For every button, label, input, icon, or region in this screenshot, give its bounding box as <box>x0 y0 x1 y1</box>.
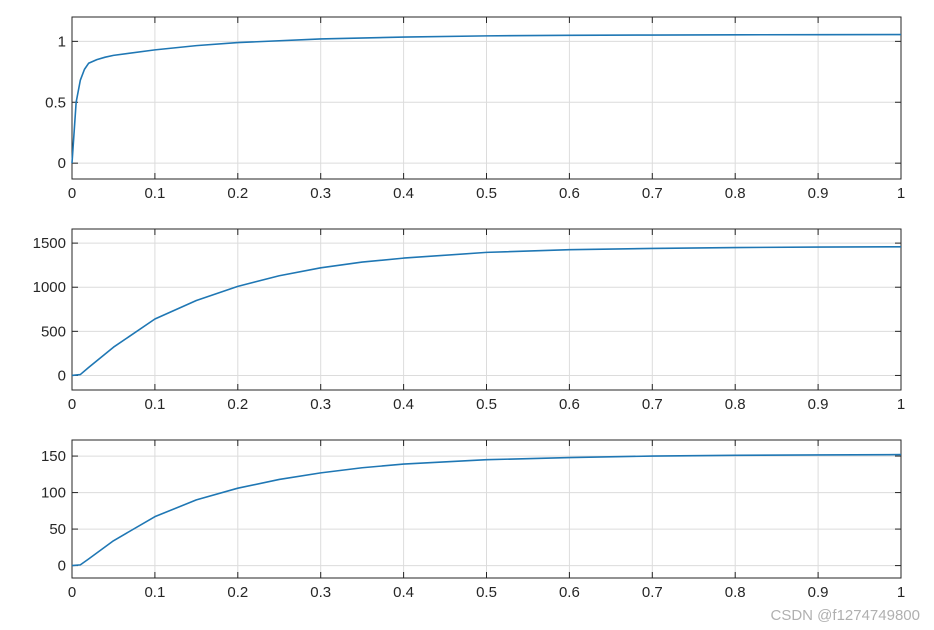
x-tick-label: 0.2 <box>227 396 248 413</box>
y-tick-label: 150 <box>41 448 66 465</box>
x-tick-label: 0.8 <box>725 584 746 601</box>
y-tick-label: 1 <box>58 33 66 50</box>
x-tick-label: 0.5 <box>476 396 497 413</box>
x-tick-label: 0.2 <box>227 584 248 601</box>
x-tick-label: 1 <box>897 396 905 413</box>
x-tick-label: 0.5 <box>476 185 497 202</box>
x-tick-label: 0.1 <box>144 185 165 202</box>
series-line <box>71 246 902 377</box>
y-tick-label: 100 <box>41 485 66 502</box>
x-tick-label: 0 <box>68 185 76 202</box>
x-tick-label: 0.3 <box>310 584 331 601</box>
x-tick-label: 0.9 <box>808 584 829 601</box>
x-tick-label: 0.8 <box>725 185 746 202</box>
x-tick-label: 0.7 <box>642 185 663 202</box>
subplot-3: 0 0.1 0.2 0.3 0.4 0.5 0.6 0.7 0.8 0.9 1 0 50 100 150 <box>41 439 905 601</box>
subplot-2: 0 0.1 0.2 0.3 0.4 0.5 0.6 0.7 0.8 0.9 1 0 500 1000 150… <box>33 228 905 413</box>
series-line <box>71 33 902 164</box>
y-tick-label: 1000 <box>33 279 66 296</box>
y-tick-label: 1500 <box>33 235 66 252</box>
x-tick-label: 0 <box>68 396 76 413</box>
x-tick-label: 0.8 <box>725 396 746 413</box>
x-tick-label: 0.7 <box>642 396 663 413</box>
y-tick-label: 0.5 <box>45 94 66 111</box>
x-tick-label: 1 <box>897 185 905 202</box>
watermark: CSDN @f1274749800 <box>770 607 921 624</box>
x-tick-label: 0.6 <box>559 396 580 413</box>
x-tick-label: 0.6 <box>559 584 580 601</box>
x-tick-label: 0.2 <box>227 185 248 202</box>
x-tick-label: 0.3 <box>310 185 331 202</box>
x-tick-label: 0.6 <box>559 185 580 202</box>
x-tick-label: 0.7 <box>642 584 663 601</box>
y-tick-label: 0 <box>58 558 66 575</box>
y-tick-label: 0 <box>58 155 66 172</box>
x-tick-label: 0.1 <box>144 396 165 413</box>
x-tick-label: 0.5 <box>476 584 497 601</box>
x-tick-label: 0 <box>68 584 76 601</box>
subplot-1: 0 0.1 0.2 0.3 0.4 0.5 0.6 0.7 0.8 0.9 1 0 0.5 1 <box>45 16 905 202</box>
x-tick-label: 0.4 <box>393 584 414 601</box>
series-line <box>71 453 902 567</box>
y-tick-label: 50 <box>49 521 66 538</box>
x-tick-label: 0.1 <box>144 584 165 601</box>
y-tick-label: 0 <box>58 367 66 384</box>
x-tick-label: 1 <box>897 584 905 601</box>
x-tick-label: 0.4 <box>393 185 414 202</box>
y-tick-label: 500 <box>41 323 66 340</box>
x-tick-label: 0.3 <box>310 396 331 413</box>
x-tick-label: 0.9 <box>808 396 829 413</box>
x-tick-label: 0.9 <box>808 185 829 202</box>
x-tick-label: 0.4 <box>393 396 414 413</box>
